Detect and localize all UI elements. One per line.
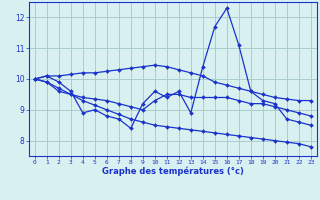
X-axis label: Graphe des températures (°c): Graphe des températures (°c) [102, 167, 244, 176]
